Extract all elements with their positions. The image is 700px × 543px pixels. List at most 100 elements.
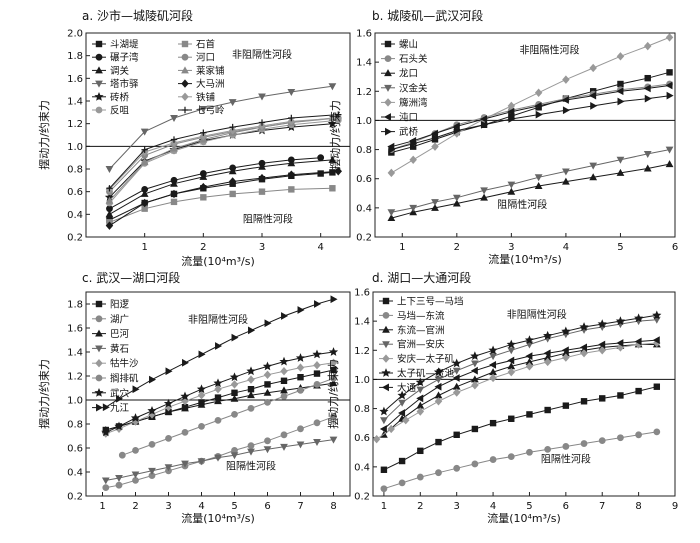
x-tick-label: 4 [563,242,569,253]
data-point [132,446,139,454]
legend-label: 湖广 [110,313,129,325]
legend-label: 沌口 [399,112,418,124]
data-point [327,118,337,128]
data-point [616,156,625,164]
data-point [452,374,460,382]
data-point [181,396,189,406]
legend-label: 巴河 [110,328,130,340]
data-point [409,155,417,164]
data-point [434,382,442,391]
series-line [391,71,670,153]
legend-label: 塔市驿 [110,78,139,90]
data-point [287,117,296,126]
data-point [666,69,673,76]
data-point [140,189,149,197]
x-tick-label: 5 [526,501,532,512]
series-line [109,170,339,227]
data-point [508,115,516,123]
legend-marker [95,106,103,114]
legend-item: 簰洲湾 [381,97,428,109]
series-line [391,85,670,148]
series-石头关 [387,80,673,153]
data-point [229,190,236,198]
data-point [508,415,515,422]
legend-label: 七弓岭 [196,105,225,117]
data-point [247,442,255,450]
data-point [317,170,324,177]
data-point [329,358,338,368]
legend-label: 斗湖堤 [110,39,139,51]
data-point [105,210,114,218]
data-point [387,168,396,178]
x-tick-label: 2 [454,242,460,253]
y-axis-label: 摆动力/约束力 [37,100,51,170]
data-point [435,438,442,446]
data-point [452,388,461,397]
y-tick-label: 0.6 [67,187,83,198]
data-point [453,431,460,438]
data-point [430,129,438,138]
series-line [383,344,657,436]
x-tick-label: 2 [132,501,138,512]
x-tick-label: 5 [617,242,623,253]
data-point [288,114,295,122]
plot-area [85,291,351,497]
y-tick-label: 1.6 [67,74,83,85]
data-point [230,394,239,402]
data-point [453,126,461,135]
data-point [280,366,288,376]
legend-item: 大通 [379,382,417,394]
legend-item: 塔市驿 [92,78,139,90]
legend-label: 反咀 [110,106,130,117]
data-point [635,387,642,395]
legend-item: 反咀 [92,106,130,117]
y-tick-label: 0.4 [354,462,370,473]
data-point [653,428,661,436]
legend-marker [181,92,189,102]
data-point [264,398,271,406]
data-point [228,126,237,135]
data-point [544,445,552,453]
data-point [131,471,140,479]
legend-item: 莱家铺 [178,65,225,77]
data-point [197,400,206,408]
y-axis-label: 摆动力/约束力 [326,359,340,429]
series-碾子湾 [106,154,325,213]
data-point [561,326,571,336]
data-point [214,454,222,462]
series-武桥 [388,91,674,154]
legend-item: 调关 [92,65,130,77]
data-point [379,406,389,416]
data-point [507,347,516,355]
legend-item: 龙口 [381,68,418,80]
series-line [383,431,657,490]
legend-item: 斗湖堤 [92,39,139,51]
series-武穴 [101,347,339,437]
legend-label: 石首 [196,39,216,51]
legend-label: 武穴 [110,387,130,399]
data-point [409,204,418,212]
y-tick-label: 2.0 [67,29,83,40]
data-point [330,366,337,374]
data-point [507,356,515,365]
legend-marker [382,297,390,305]
data-point [562,75,570,84]
x-tick-label: 8 [635,501,641,512]
y-tick-label: 1.4 [67,348,83,359]
y-tick-label: 1.2 [354,346,370,357]
legend-marker [94,387,104,397]
series-line [109,85,333,170]
data-point [297,386,304,394]
data-point [170,115,178,123]
x-tick-label: 4 [198,501,204,512]
legend-label: 九江 [110,402,130,414]
legend-marker [382,341,390,349]
data-point [634,313,644,323]
x-tick-label: 3 [259,242,265,253]
series-螺山 [388,69,673,156]
legend-marker [181,106,189,114]
data-point [580,398,588,405]
